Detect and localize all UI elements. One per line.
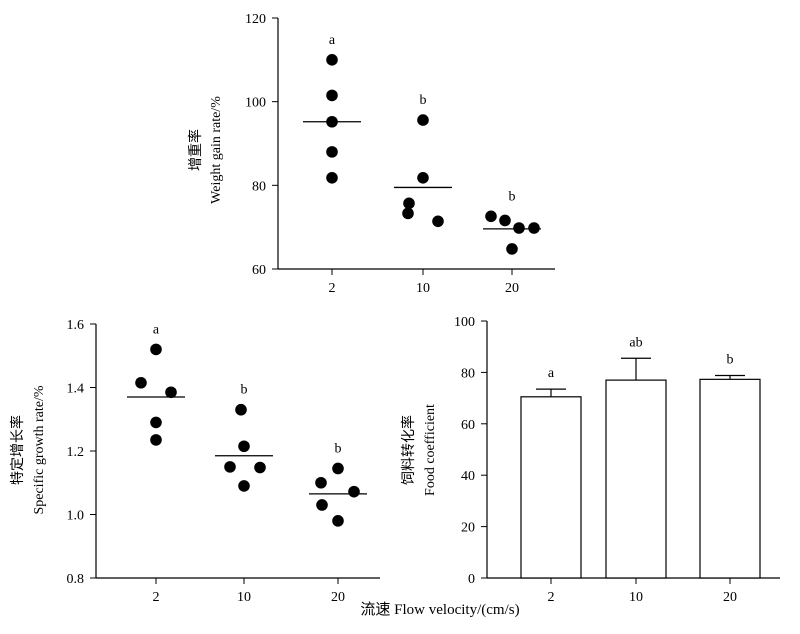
y-tick-label: 100 (454, 315, 475, 330)
y-tick-label: 80 (461, 366, 475, 381)
data-point (238, 480, 250, 492)
specific-growth-panel: 特定增长率 Specific growth rate/% 0.8 1.0 1.2 1.… (9, 318, 380, 605)
x-tick-label: 2 (153, 590, 160, 605)
y-tick-label: 80 (252, 179, 266, 194)
data-point (235, 403, 247, 416)
significance-label: b (420, 93, 427, 108)
x-tick-label: 2 (329, 281, 336, 296)
data-point (150, 416, 162, 429)
data-point (332, 515, 344, 527)
data-point (326, 54, 338, 66)
significance-label: ab (629, 335, 642, 350)
data-point (224, 461, 236, 473)
y-tick-label: 1.4 (67, 382, 85, 397)
food-coefficient-panel: 饲料转化率 Food coefficient 0 20 40 60 80 100 2 10 20… (400, 315, 780, 605)
bar (605, 379, 667, 579)
x-tick-label: 10 (416, 281, 430, 296)
data-point (528, 222, 540, 234)
x-tick-label: 20 (331, 590, 345, 605)
x-tick-label: 10 (237, 590, 251, 605)
significance-label: b (241, 383, 248, 398)
data-point (485, 210, 497, 223)
y-tick-label: 100 (245, 96, 266, 111)
y-axis-label-zh: 增重率 (187, 129, 204, 171)
y-tick-label: 1.2 (67, 445, 85, 460)
y-axis-label-zh: 饲料转化率 (400, 415, 417, 485)
y-axis-label-en: Specific growth rate/% (32, 385, 47, 514)
data-point (402, 207, 414, 220)
data-point (417, 172, 429, 184)
x-tick-label: 20 (505, 281, 519, 296)
y-tick-label: 0 (468, 572, 475, 587)
y-axis-label-en: Weight gain rate/% (209, 96, 224, 204)
data-point (432, 215, 444, 228)
data-point (326, 172, 338, 184)
data-point (150, 343, 162, 356)
significance-label: a (329, 33, 336, 48)
data-point (499, 214, 511, 227)
data-point (326, 146, 338, 158)
data-point (238, 440, 250, 453)
bar (699, 378, 761, 579)
data-point (165, 386, 177, 399)
y-tick-label: 120 (245, 12, 266, 27)
y-tick-label: 60 (461, 418, 475, 433)
data-point (332, 462, 344, 475)
data-point (150, 434, 162, 446)
data-point (506, 243, 518, 255)
data-point (326, 89, 338, 102)
y-tick-label: 60 (252, 263, 266, 278)
data-point (417, 114, 429, 126)
data-point (513, 222, 525, 234)
y-axis-label-zh: 特定增长率 (9, 415, 26, 485)
y-tick-label: 1.6 (67, 318, 85, 333)
y-tick-label: 0.8 (67, 572, 85, 587)
significance-label: b (727, 352, 734, 367)
weight-gain-panel: 增重率 Weight gain rate/% 60 80 100 120 2 10 20 a b… (187, 12, 555, 296)
x-axis-label: 流速 Flow velocity/(cm/s) (360, 601, 519, 618)
significance-label: b (335, 441, 342, 456)
data-point (348, 485, 360, 498)
significance-label: a (548, 366, 555, 381)
significance-label: a (153, 322, 160, 337)
data-point (315, 476, 327, 489)
y-tick-label: 1.0 (67, 509, 85, 524)
x-tick-label: 2 (548, 590, 555, 605)
data-point (254, 461, 266, 474)
data-point (316, 499, 328, 511)
data-point (403, 197, 415, 210)
y-tick-label: 20 (461, 521, 475, 536)
y-tick-label: 40 (461, 469, 475, 484)
bar (520, 396, 582, 579)
x-tick-label: 20 (723, 590, 737, 605)
data-point (135, 376, 147, 389)
y-axis-label-en: Food coefficient (423, 404, 438, 496)
x-tick-label: 10 (629, 590, 643, 605)
significance-label: b (509, 189, 516, 204)
